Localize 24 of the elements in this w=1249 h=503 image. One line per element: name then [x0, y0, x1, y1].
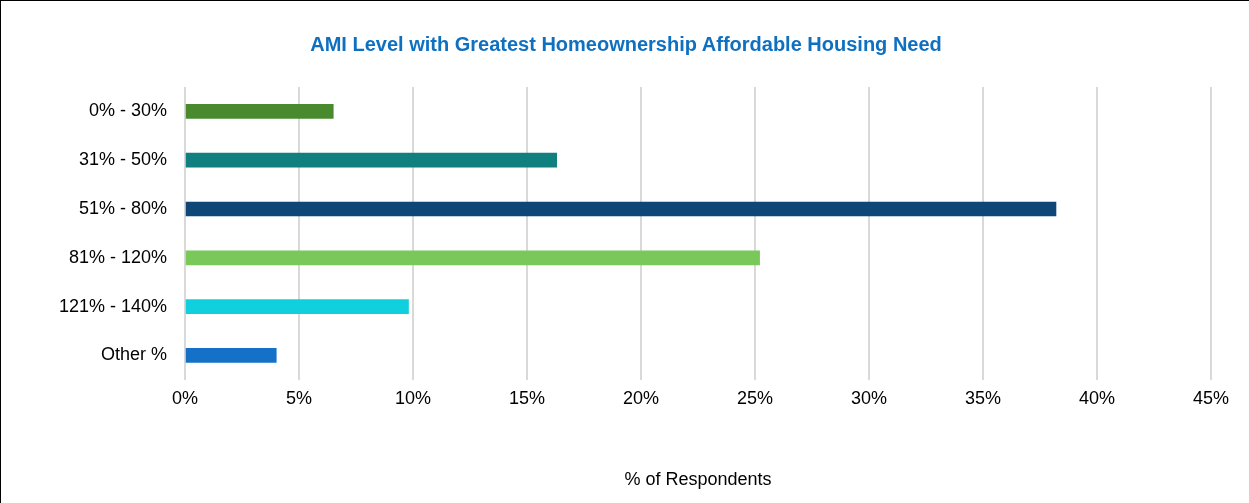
- bar: [185, 348, 277, 363]
- x-tick-label: 30%: [851, 387, 888, 408]
- x-tick-label: 15%: [509, 387, 546, 408]
- bar: [185, 201, 1057, 217]
- y-tick-label: Other %: [101, 344, 168, 365]
- x-tick-label: 5%: [286, 387, 313, 408]
- x-tick-label: 20%: [623, 387, 660, 408]
- x-axis-title: % of Respondents: [624, 469, 772, 490]
- x-tick-label: 10%: [395, 387, 432, 408]
- bar: [185, 299, 409, 314]
- bar: [185, 104, 334, 119]
- bar: [185, 152, 558, 168]
- y-tick-label: 0% - 30%: [89, 100, 168, 121]
- x-tick-label: 25%: [737, 387, 774, 408]
- x-tick-label: 40%: [1078, 387, 1116, 408]
- y-tick-label: 121% - 140%: [58, 295, 168, 316]
- bar: [185, 250, 760, 266]
- x-tick-label: 0%: [172, 387, 199, 408]
- x-tick-label: 35%: [965, 387, 1002, 408]
- y-tick-label: 31% - 50%: [79, 149, 168, 170]
- chart-title: AMI Level with Greatest Homeownership Affordable Housing Need: [310, 32, 942, 55]
- y-tick-label: 51% - 80%: [79, 197, 168, 218]
- x-tick-label: 45%: [1192, 387, 1230, 408]
- y-tick-label: 81% - 120%: [69, 246, 168, 267]
